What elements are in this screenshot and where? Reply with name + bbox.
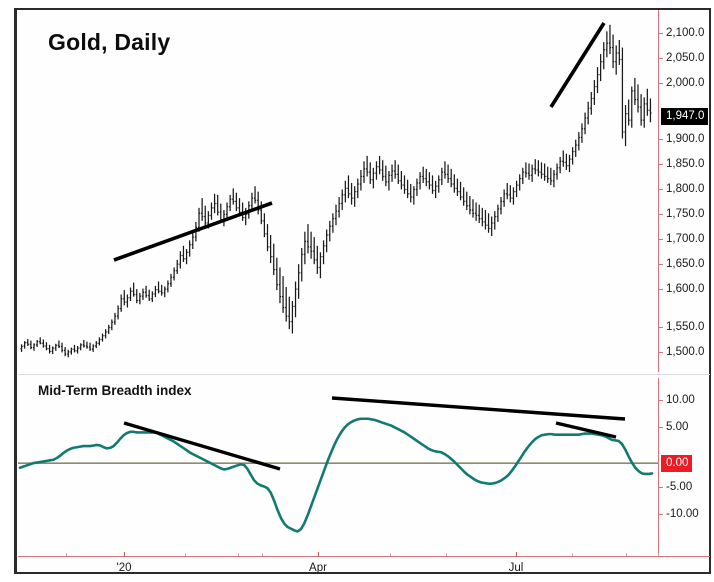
x-axis-tick-label: Apr [309,562,327,574]
price-axis-tick [659,264,663,265]
breadth-axis-line [658,378,659,556]
price-axis-tick-label: 1,850.0 [666,158,705,170]
x-axis-minor-tick [66,553,67,556]
price-axis-tick [659,327,663,328]
breadth-axis-tick [659,427,663,428]
x-axis-minor-tick [658,553,659,556]
price-axis-line [658,10,659,372]
price-axis-tick [659,352,663,353]
current-price-badge[interactable]: 1,947.0 [661,108,709,125]
chart-frame-right-edge [709,8,711,574]
price-axis-tick-label: 1,600.0 [666,283,705,295]
breadth-axis-tick-label: -10.00 [666,508,699,520]
x-axis-minor-tick [572,553,573,556]
x-axis-line [18,556,710,557]
price-axis-tick-label: 2,000.0 [666,77,705,89]
x-axis-major-tick [516,552,517,557]
x-axis-minor-tick [185,553,186,556]
price-axis-tick [659,33,663,34]
price-axis-tick [659,164,663,165]
price-axis-tick-label: 1,500.0 [666,346,705,358]
breadth-axis-tick-label: -5.00 [666,481,693,493]
chart-frame-bottom-edge [14,572,711,574]
price-axis-tick [659,189,663,190]
x-axis-minor-tick [238,553,239,556]
x-axis-major-tick [318,552,319,557]
x-axis-minor-tick [262,553,263,556]
price-axis-tick-label: 1,700.0 [666,233,705,245]
price-axis-tick [659,139,663,140]
page-title: Gold, Daily [48,29,171,55]
price-axis-tick [659,83,663,84]
price-axis-tick-label: 1,650.0 [666,258,705,270]
price-axis-tick-label: 1,550.0 [666,321,705,333]
x-axis-major-tick [124,552,125,557]
x-axis-minor-tick [446,553,447,556]
price-axis-tick [659,214,663,215]
price-axis-tick-label: 1,800.0 [666,183,705,195]
price-axis-tick-label: 2,050.0 [666,52,705,64]
x-axis-minor-tick [626,553,627,556]
breadth-zero-badge[interactable]: 0.00 [661,455,693,472]
chart-frame [14,8,711,574]
breadth-axis-tick [659,400,663,401]
price-axis-tick [659,289,663,290]
panel-divider [18,374,710,375]
x-axis-tick-label: Jul [508,562,524,574]
breadth-axis-tick [659,514,663,515]
price-axis-tick-label: 2,100.0 [666,27,705,39]
price-axis-tick [659,58,663,59]
breadth-axis-tick-label: 5.00 [666,421,689,433]
breadth-axis-tick-label: 10.00 [666,394,695,406]
price-axis-tick-label: 1,900.0 [666,133,705,145]
x-axis-tick-label: '20 [116,562,132,574]
breadth-panel-title: Mid-Term Breadth index [38,383,192,398]
breadth-axis-tick [659,487,663,488]
price-axis-tick [659,239,663,240]
price-axis-tick-label: 1,750.0 [666,208,705,220]
x-axis-minor-tick [390,553,391,556]
